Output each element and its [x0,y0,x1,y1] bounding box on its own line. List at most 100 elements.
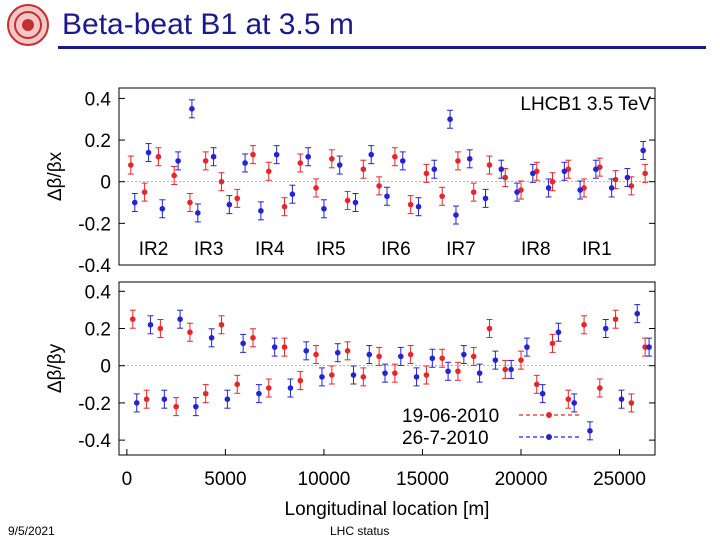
y-tick-label: -0.2 [78,214,111,235]
data-point [461,351,467,358]
data-point [187,329,193,336]
data-point [143,396,150,402]
data-point [482,195,489,202]
data-point [242,160,248,166]
ir-label: IR1 [582,239,612,260]
data-point [202,158,209,164]
data-point [218,178,225,185]
data-point [397,353,404,360]
data-point [271,344,278,350]
data-point [455,368,461,375]
data-point [336,162,343,168]
data-point [612,316,619,323]
y-tick-label: 0 [100,357,111,378]
data-point [514,189,520,195]
data-point [413,374,420,380]
legend-marker [546,434,552,440]
data-point [640,147,646,154]
data-point [561,168,568,175]
ir-label: IR4 [255,239,285,260]
data-point [628,183,635,189]
data-point [350,372,357,378]
plot-frame [118,87,656,266]
data-point [628,400,635,406]
data-point [502,366,509,373]
x-tick-label: 15000 [396,469,449,490]
y-tick-label: -0.2 [78,394,111,415]
data-point [431,166,438,173]
data-point [392,153,398,160]
data-point [297,377,304,384]
data-point [486,325,493,332]
data-point [530,170,536,177]
x-tick-label: 10000 [298,469,351,490]
x-axis-label: Longitudinal location [m] [285,499,490,520]
data-point [289,191,296,197]
data-point [189,106,195,112]
data-point [524,344,530,350]
data-point [571,400,578,406]
data-point [210,153,217,160]
y-tick-label: 0 [100,173,111,194]
data-point [334,349,341,356]
data-point [265,385,272,391]
data-point [382,370,388,376]
slide-title: Beta-beat B1 at 3.5 m [62,8,354,41]
data-point [226,201,233,208]
y-tick-label: 0.2 [85,131,111,152]
data-point [368,151,375,158]
data-point [502,174,509,181]
data-point [329,156,335,162]
y-axis-label: Δβ/βx [45,151,66,201]
data-point [366,351,373,358]
data-point [439,193,445,200]
data-point [587,428,593,434]
data-point [533,381,540,388]
data-point [131,199,138,206]
data-point [159,205,166,212]
data-point [612,176,619,183]
data-point [642,170,648,177]
data-point [429,355,436,362]
data-point [423,372,430,378]
y-tick-label: 0.4 [85,282,112,303]
y-tick-label: -0.4 [78,256,111,277]
data-point [281,344,288,350]
y-tick-label: 0.2 [85,320,111,341]
data-point [313,185,319,191]
data-point [157,325,164,332]
ir-label: IR3 [194,239,224,260]
data-point [173,403,179,410]
ir-label: IR7 [446,239,476,260]
data-point [602,325,609,332]
data-point [175,158,181,164]
footer-center: LHC status [330,524,390,538]
x-tick-label: 0 [122,469,133,490]
data-point [486,162,493,168]
data-point [376,183,382,189]
data-point [147,321,154,328]
data-point [234,195,241,202]
data-point [492,357,499,363]
data-point [297,160,304,166]
data-point [549,178,556,185]
lhc-logo [2,2,54,53]
data-point [129,316,136,323]
data-point [171,172,177,179]
x-tick-label: 25000 [593,469,646,490]
data-point [470,353,477,360]
data-point [155,153,162,160]
footer-date: 9/5/2021 [8,524,55,538]
data-point [193,403,199,410]
data-point [565,396,572,402]
data-point [545,185,552,191]
data-point [518,357,524,363]
data-point [195,210,201,216]
data-point [581,321,587,328]
data-point [177,316,183,323]
data-point [476,370,483,376]
data-point [218,321,225,328]
data-point [319,374,325,380]
ir-label: IR8 [521,239,551,260]
data-point [258,208,264,214]
